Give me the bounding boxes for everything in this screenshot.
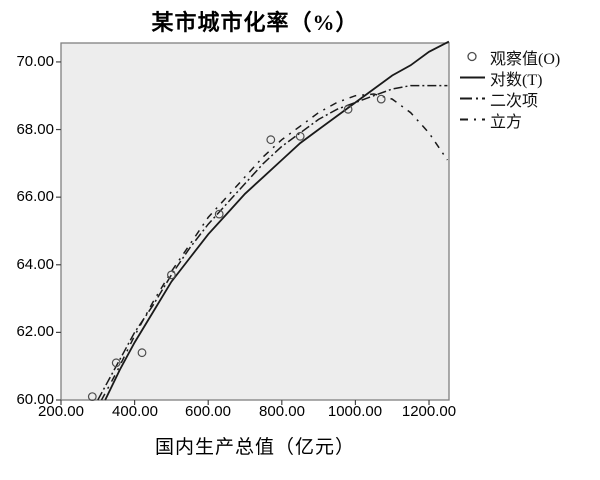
legend-item-cubic: 立方	[459, 109, 560, 131]
open-circle-marker-icon	[467, 51, 477, 62]
solid-line-icon	[460, 76, 485, 79]
x-tick-label-1000: 1000.00	[327, 403, 383, 420]
y-tick-label-64: 64.00	[16, 256, 54, 273]
legend: 观察值(O) 对数(T) 二次项 立方	[459, 46, 561, 131]
x-tick-label-200: 200.00	[38, 403, 84, 420]
x-tick-label-400: 400.00	[112, 403, 158, 420]
legend-label-cubic: 立方	[490, 113, 523, 131]
legend-item-quadratic: 二次项	[459, 88, 560, 110]
observed-point	[166, 270, 176, 280]
y-tick-label-60: 60.00	[16, 391, 54, 408]
x-tick-label-600: 600.00	[185, 403, 231, 420]
legend-label-observed: 观察值(O)	[490, 50, 561, 68]
observed-point	[137, 348, 147, 358]
y-tick-label-68: 68.00	[16, 121, 54, 138]
observed-point	[87, 392, 97, 402]
y-tick-label-62: 62.00	[16, 323, 54, 340]
x-axis-title: 国内生产总值（亿元）	[154, 437, 355, 458]
observed-point	[376, 94, 386, 104]
logarithmic-curve	[104, 40, 450, 401]
x-tick-label-1200: 1200.00	[401, 403, 457, 420]
x-tick-label-800: 800.00	[259, 403, 305, 420]
y-tick-label-70: 70.00	[16, 53, 54, 70]
observed-point	[295, 131, 305, 141]
legend-label-quadratic: 二次项	[490, 92, 539, 110]
chart-title: 某市城市化率（%）	[151, 10, 359, 35]
dashdot-line-icon	[460, 97, 485, 100]
observed-point	[111, 358, 121, 368]
sparse-dashdot-line-icon	[460, 118, 485, 121]
observed-point	[214, 209, 224, 219]
legend-item-logarithmic: 对数(T)	[459, 67, 560, 89]
legend-item-observed: 观察值(O)	[459, 46, 561, 68]
y-tick-label-66: 66.00	[16, 188, 54, 205]
observed-point	[266, 135, 276, 145]
quadratic-curve	[97, 84, 448, 401]
plot-background	[60, 42, 450, 401]
observed-point	[343, 104, 353, 114]
legend-label-logarithmic: 对数(T)	[490, 71, 543, 89]
